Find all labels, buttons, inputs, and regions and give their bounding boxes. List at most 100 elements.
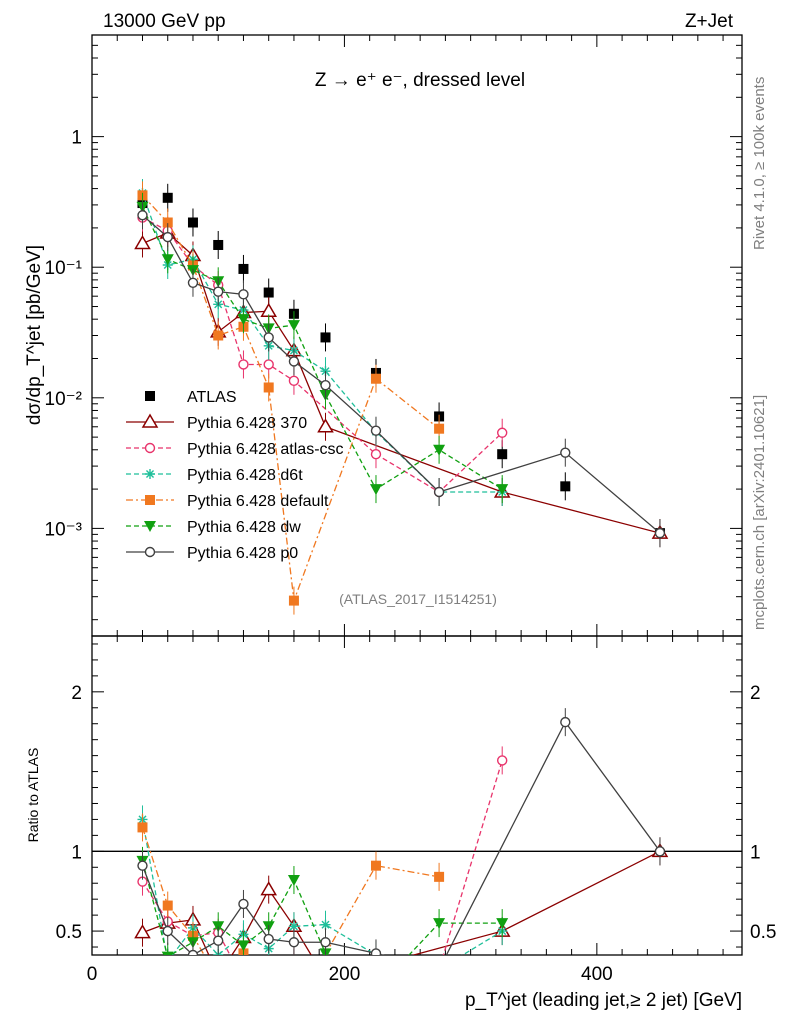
series-pythia-6-428-p0-point xyxy=(162,231,173,243)
legend-marker-pythia-6-428-atlas-csc xyxy=(144,442,156,454)
legend: ATLAS Pythia 6.428 370 Pythia 6.428 atlas-… xyxy=(126,389,344,562)
plot-area: 1 10⁻¹ 10⁻² 10⁻³ 0 200 400 0.5 0.5 1 1 2 2 ATLAS Pythi… xyxy=(45,34,776,996)
legend-marker-pythia-6-428-dw xyxy=(144,521,156,532)
legend-label-pythia-6-428-default: Pythia 6.428 default xyxy=(187,493,329,510)
ratio-y-tick-label: 0.5 xyxy=(56,922,82,943)
y-tick-label: 10⁻³ xyxy=(45,519,83,540)
series-pythia-6-428-atlas-csc-point xyxy=(496,427,508,438)
series-pythia-6-428-default-point xyxy=(263,382,274,393)
x-axis-title: p_T^jet (leading jet,≥ 2 jet) [GeV] xyxy=(465,990,742,1011)
series-pythia-6-428-p0-point xyxy=(137,210,148,221)
series-pythia-6-428-atlas-csc-point xyxy=(288,375,300,386)
legend-marker-pythia-6-428-370 xyxy=(141,413,159,428)
ratio-pythia-6-428-dw-point xyxy=(370,985,382,996)
series-pythia-6-428-atlas-csc-point xyxy=(238,359,249,370)
ratio-pythia-6-428-p0-point xyxy=(238,898,249,910)
ratio-pythia-6-428-default-point xyxy=(370,860,381,871)
series-atlas-point xyxy=(320,332,331,343)
series-pythia-6-428-dw-point xyxy=(161,254,174,266)
ratio-y-tick-label-right: 2 xyxy=(750,683,761,704)
ratio-pythia-6-428-p0-point xyxy=(137,860,148,871)
ratio-pythia-6-428-p0-point xyxy=(213,935,224,946)
series-atlas-point xyxy=(187,217,198,228)
y-axis-title: dσ/dp_T^jet [pb/GeV] xyxy=(24,245,45,425)
rivet-label: Rivet 4.1.0, ≥ 100k events xyxy=(751,77,768,250)
ratio-pythia-6-428-d6t-point xyxy=(320,919,331,930)
series-pythia-6-428-default-point xyxy=(370,373,381,384)
series-pythia-6-428-p0-point xyxy=(288,356,300,367)
process-label: Z+Jet xyxy=(685,11,734,32)
series-pythia-6-428-dw-point xyxy=(287,320,300,332)
legend-marker-pythia-6-428-default xyxy=(145,495,155,505)
ratio-y-tick-label-right: 0.5 xyxy=(750,922,776,943)
series-pythia-6-428-370-point xyxy=(134,234,151,250)
ratio-pythia-6-428-atlas-csc-point xyxy=(371,968,380,977)
ratio-y-tick-label-right: 1 xyxy=(750,842,761,863)
series-pythia-6-428-default-point xyxy=(288,595,299,606)
ratio-pythia-6-428-p0-point xyxy=(288,937,300,948)
series-pythia-6-428-p0-point xyxy=(187,277,199,288)
ratio-pythia-6-428-p0-point xyxy=(320,937,331,948)
ratio-pythia-6-428-atlas-csc-point xyxy=(239,976,248,985)
x-tick-label: 200 xyxy=(329,964,361,985)
ratio-pythia-6-428-p0-line xyxy=(141,720,661,955)
channel-label: Z → e⁺ e⁻, dressed level xyxy=(315,70,525,91)
legend-label-pythia-6-428-dw: Pythia 6.428 dw xyxy=(187,519,301,536)
main-series-layer xyxy=(134,179,669,615)
ratio-pythia-6-428-p0-point xyxy=(370,948,382,955)
series-pythia-6-428-p0-point xyxy=(263,332,274,343)
ratio-pythia-6-428-atlas-csc-point xyxy=(289,957,298,966)
ratio-pythia-6-428-default-point xyxy=(137,822,148,833)
ratio-y-tick-label: 1 xyxy=(71,842,82,863)
series-atlas-point xyxy=(497,449,508,460)
ratio-pythia-6-428-atlas-csc-point xyxy=(264,962,273,971)
series-pythia-6-428-p0-point xyxy=(433,486,445,498)
ratio-pythia-6-428-dw-point xyxy=(161,951,174,955)
series-pythia-6-428-default-line xyxy=(142,194,440,601)
collision-label: 13000 GeV pp xyxy=(103,11,226,32)
ratio-pythia-6-428-p0-point xyxy=(654,846,666,857)
series-pythia-6-428-dw-point xyxy=(369,484,382,496)
ratio-pythia-6-428-p0-point xyxy=(560,716,571,728)
legend-label-pythia-6-428-p0: Pythia 6.428 p0 xyxy=(187,545,298,562)
ratio-pythia-6-428-370-line xyxy=(142,850,661,955)
ratio-series-layer xyxy=(134,708,669,996)
legend-label-pythia-6-428-d6t: Pythia 6.428 d6t xyxy=(187,467,303,484)
series-atlas-point xyxy=(238,263,249,274)
legend-label-atlas: ATLAS xyxy=(187,389,237,406)
ratio-pythia-6-428-370-point xyxy=(211,969,225,981)
series-pythia-6-428-d6t-point xyxy=(320,366,331,377)
series-pythia-6-428-default-point xyxy=(213,330,224,341)
ratio-pythia-6-428-d6t-point xyxy=(163,956,173,966)
legend-label-pythia-6-428-370: Pythia 6.428 370 xyxy=(187,415,307,432)
analysis-label: (ATLAS_2017_I1514251) xyxy=(339,591,497,607)
series-pythia-6-428-default-point xyxy=(434,423,445,434)
ratio-pythia-6-428-default-point xyxy=(162,900,173,911)
series-pythia-6-428-default-point xyxy=(162,217,173,228)
series-pythia-6-428-p0-point xyxy=(654,527,666,539)
series-pythia-6-428-370-point xyxy=(317,418,334,433)
ratio-y-tick-label: 2 xyxy=(71,683,82,704)
series-pythia-6-428-p0-line xyxy=(142,214,661,534)
series-atlas-point xyxy=(560,481,571,492)
series-atlas-point xyxy=(162,192,173,203)
ratio-pythia-6-428-p0-point xyxy=(435,965,444,974)
series-atlas-point xyxy=(263,287,274,298)
x-tick-label: 400 xyxy=(581,964,613,985)
ratio-pythia-6-428-default-point xyxy=(434,871,445,882)
y-tick-label: 10⁻² xyxy=(45,389,83,410)
ratio-pythia-6-428-dw-point xyxy=(433,918,446,930)
series-pythia-6-428-p0-point xyxy=(213,286,224,297)
ratio-pythia-6-428-atlas-csc-point xyxy=(435,965,444,974)
mcplots-label: mcplots.cern.ch [arXiv:2401.10621] xyxy=(751,395,768,630)
ratio-pythia-6-428-atlas-csc-point xyxy=(496,755,508,766)
legend-label-pythia-6-428-atlas-csc: Pythia 6.428 atlas-csc xyxy=(187,441,344,458)
ratio-y-axis-title: Ratio to ATLAS xyxy=(25,748,41,843)
ratio-pythia-6-428-dw-point xyxy=(287,875,300,887)
series-pythia-6-428-atlas-csc-point xyxy=(263,359,274,370)
ratio-pythia-6-428-p0-point xyxy=(263,933,274,945)
ratio-pythia-6-428-p0-point xyxy=(162,925,173,937)
ratio-pythia-6-428-default-point xyxy=(264,976,274,986)
ratio-pythia-6-428-default-line xyxy=(141,827,440,955)
